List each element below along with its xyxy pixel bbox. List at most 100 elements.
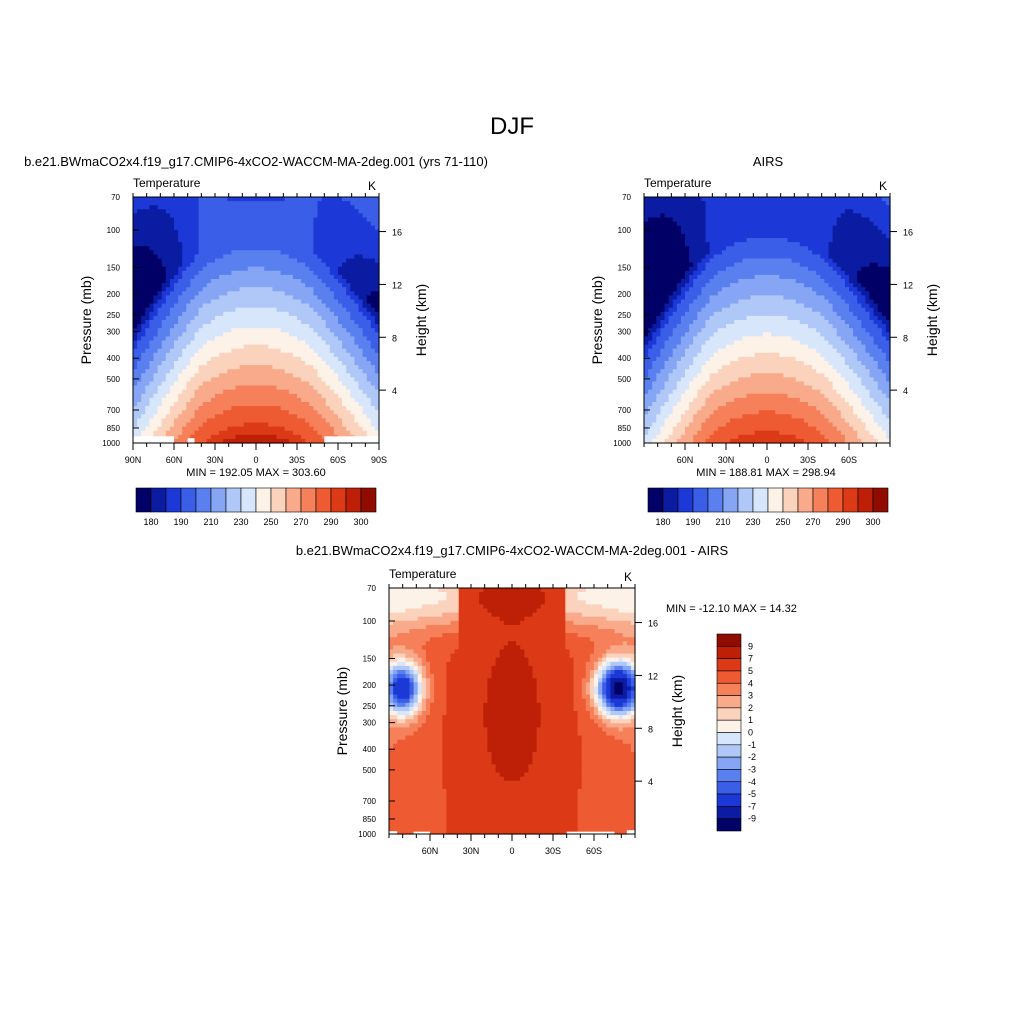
colorbar-box (842, 487, 859, 513)
colorbar-box (692, 487, 709, 513)
missing-data (413, 831, 430, 835)
colorbar-box (716, 732, 742, 746)
y-tick-label: 70 (622, 193, 631, 202)
right-tick-label: 12 (903, 280, 913, 290)
colorbar-box (827, 487, 844, 513)
y-tick-label: 70 (111, 193, 120, 202)
colorbar-box (716, 633, 742, 647)
y-tick-label: 250 (363, 702, 377, 711)
right-tick-label: 16 (648, 619, 658, 629)
variable-label: Temperature (644, 176, 712, 190)
x-tick-label: 30N (463, 846, 480, 856)
x-tick-label: 90N (125, 455, 142, 465)
colorbar-box (165, 487, 182, 513)
right-axis-title: Height (km) (669, 675, 685, 747)
units-label: K (624, 570, 632, 584)
colorbar-box (300, 487, 317, 513)
x-tick-label: 0 (764, 455, 769, 465)
y-tick-label: 100 (363, 617, 377, 626)
min-max-stats: MIN = 188.81 MAX = 298.94 (696, 467, 835, 479)
y-tick-label: 700 (363, 797, 377, 806)
colorbar-label: 250 (263, 517, 278, 527)
missing-data (324, 436, 379, 444)
colorbar-box (716, 658, 742, 672)
y-tick-label: 150 (107, 264, 121, 273)
y-tick-label: 850 (618, 424, 632, 433)
x-tick-label: 0 (509, 846, 514, 856)
y-axis-title: Pressure (mb) (334, 667, 350, 756)
colorbar-box (716, 695, 742, 709)
colorbar-box (315, 487, 332, 513)
colorbar-box (662, 487, 679, 513)
colorbar-label: 290 (323, 517, 338, 527)
min-max-stats: MIN = -12.10 MAX = 14.32 (666, 603, 797, 615)
colorbar-label: 210 (715, 517, 730, 527)
colorbar-label: 250 (775, 517, 790, 527)
colorbar-box (752, 487, 769, 513)
colorbar-label: 2 (748, 703, 753, 713)
y-axis-title: Pressure (mb) (78, 276, 94, 365)
colorbar-label: 5 (748, 666, 753, 676)
right-tick-label: 8 (392, 333, 397, 343)
colorbar-label: 180 (143, 517, 158, 527)
y-tick-label: 850 (107, 424, 121, 433)
colorbar-box (716, 818, 742, 832)
colorbar-label: 7 (748, 654, 753, 664)
colorbar-label: -5 (748, 789, 756, 799)
colorbar-box (737, 487, 754, 513)
right-tick-label: 4 (648, 777, 653, 787)
colorbar-label: 300 (353, 517, 368, 527)
colorbar-label: -7 (748, 801, 756, 811)
colorbar-box (195, 487, 212, 513)
right-tick-label: 4 (903, 386, 908, 396)
colorbar-label: 270 (805, 517, 820, 527)
x-tick-label: 30S (545, 846, 561, 856)
colorbar-label: 9 (748, 641, 753, 651)
y-tick-label: 500 (618, 375, 632, 384)
x-tick-label: 30S (800, 455, 816, 465)
colorbar-label: -9 (748, 814, 756, 824)
colorbar-box (716, 806, 742, 819)
panel-3: b.e21.BWmaCO2x4.f19_g17.CMIP6-4xCO2-WACC… (296, 543, 797, 856)
x-tick-label: 30N (718, 455, 735, 465)
x-tick-label: 60S (841, 455, 857, 465)
y-tick-label: 700 (107, 406, 121, 415)
right-tick-label: 8 (903, 333, 908, 343)
colorbar-label: 4 (748, 678, 753, 688)
x-tick-label: 60N (677, 455, 694, 465)
colorbar-box (330, 487, 347, 513)
x-tick-label: 60S (586, 846, 602, 856)
y-tick-label: 1000 (613, 439, 631, 448)
field-contours (644, 197, 891, 444)
colorbar-box (857, 487, 874, 513)
x-tick-label: 0 (253, 455, 258, 465)
x-tick-label: 60N (422, 846, 439, 856)
variable-label: Temperature (133, 176, 201, 190)
missing-data (626, 830, 635, 835)
colorbar-label: 210 (203, 517, 218, 527)
colorbar-box (722, 487, 739, 513)
colorbar-box (716, 781, 742, 795)
colorbar-box (872, 487, 889, 513)
right-tick-label: 8 (648, 724, 653, 734)
colorbar: 180 190 210 230 250 270 290 300 (647, 487, 889, 527)
right-axis-title: Height (km) (413, 284, 429, 356)
min-max-stats: MIN = 192.05 MAX = 303.60 (186, 467, 325, 479)
colorbar-box (716, 744, 742, 758)
right-tick-label: 12 (648, 671, 658, 681)
colorbar-box (812, 487, 829, 513)
y-tick-label: 70 (367, 584, 376, 593)
units-label: K (368, 179, 376, 193)
colorbar-box (270, 487, 287, 513)
panel-title: b.e21.BWmaCO2x4.f19_g17.CMIP6-4xCO2-WACC… (296, 543, 729, 558)
colorbar-label: -4 (748, 777, 756, 787)
y-tick-label: 700 (618, 406, 632, 415)
colorbar-label: 190 (173, 517, 188, 527)
missing-data (133, 436, 174, 444)
y-tick-label: 250 (107, 311, 121, 320)
colorbar-label: 230 (233, 517, 248, 527)
field-contours (389, 588, 636, 835)
colorbar-label: 270 (293, 517, 308, 527)
y-tick-label: 150 (618, 264, 632, 273)
colorbar-label: -2 (748, 752, 756, 762)
